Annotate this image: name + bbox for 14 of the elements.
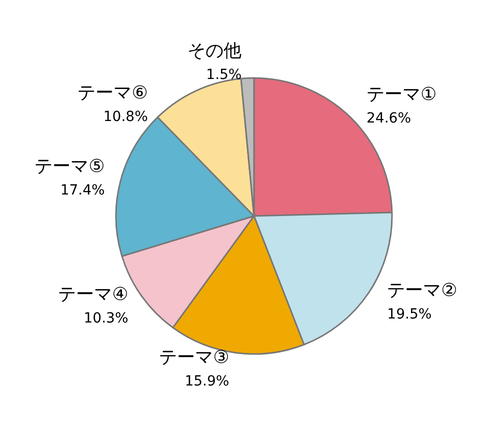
data-label: 10.8% — [103, 109, 148, 126]
slice-label: テーマ② — [387, 280, 458, 301]
slice-label: その他 — [188, 40, 242, 62]
slice-label: テーマ⑥ — [78, 82, 148, 104]
data-label: 10.3% — [84, 310, 128, 326]
data-label: 19.5% — [387, 306, 432, 322]
slice-label: テーマ③ — [159, 347, 230, 368]
data-label: 24.6% — [366, 110, 411, 127]
slice-label: テーマ① — [366, 84, 437, 106]
slice-label: テーマ④ — [58, 284, 128, 305]
data-label: 1.5% — [206, 67, 242, 84]
slice-label: テーマ⑤ — [34, 156, 105, 178]
data-label: 15.9% — [184, 374, 230, 390]
data-label: 17.4% — [60, 182, 105, 199]
